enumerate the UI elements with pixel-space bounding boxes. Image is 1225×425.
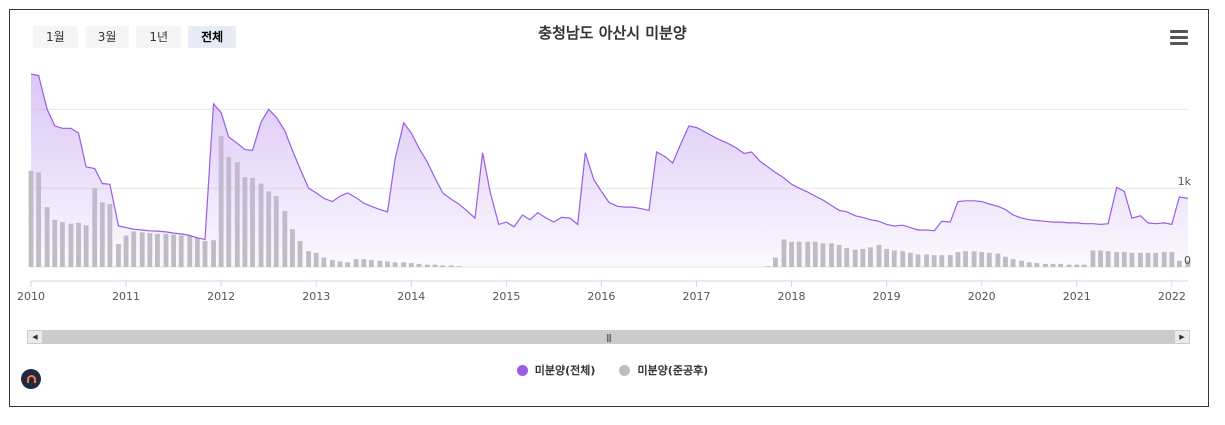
x-tick-label: 2016 bbox=[587, 290, 615, 303]
house-logo-icon[interactable] bbox=[21, 369, 41, 389]
legend-dot-total bbox=[516, 364, 528, 376]
scroll-thumb[interactable]: ||| bbox=[42, 331, 1175, 343]
scroll-right-arrow-icon[interactable]: ▶ bbox=[1175, 331, 1189, 343]
series-line-total bbox=[30, 73, 1189, 241]
legend-label-completed: 미분양(준공후) bbox=[637, 364, 709, 377]
hamburger-menu-icon[interactable] bbox=[1170, 30, 1188, 46]
legend-item-completed[interactable]: 미분양(준공후) bbox=[619, 362, 708, 378]
scroll-grip-icon: ||| bbox=[605, 333, 612, 342]
range-button-1m[interactable]: 1월 bbox=[33, 26, 78, 48]
x-tick-label: 2017 bbox=[682, 290, 710, 303]
range-button-1y[interactable]: 1년 bbox=[136, 26, 182, 48]
navigator-scrollbar[interactable]: ◀ ||| ▶ bbox=[27, 330, 1190, 344]
range-button-3m[interactable]: 3월 bbox=[84, 26, 130, 48]
series-area-total bbox=[31, 73, 1188, 268]
x-tick-label: 2010 bbox=[17, 290, 45, 303]
x-tick-label: 2014 bbox=[397, 290, 425, 303]
x-tick-label: 2020 bbox=[968, 290, 996, 303]
chart-title: 충청남도 아산시 미분양 bbox=[538, 24, 687, 42]
range-selector: 1월 3월 1년 전체 bbox=[33, 26, 237, 48]
y-tick-label: 0 bbox=[1184, 254, 1191, 267]
x-tick-label: 2022 bbox=[1158, 290, 1186, 303]
range-button-all[interactable]: 전체 bbox=[188, 26, 237, 48]
x-tick-label: 2021 bbox=[1063, 290, 1091, 303]
x-tick-label: 2013 bbox=[302, 290, 330, 303]
x-tick-label: 2012 bbox=[207, 290, 235, 303]
y-tick-label: 1k bbox=[1178, 175, 1192, 188]
legend-item-total[interactable]: 미분양(전체) bbox=[516, 362, 596, 378]
scroll-left-arrow-icon[interactable]: ◀ bbox=[28, 331, 42, 343]
x-tick-label: 2011 bbox=[112, 290, 140, 303]
x-tick-label: 2015 bbox=[492, 290, 520, 303]
legend-label-total: 미분양(전체) bbox=[534, 364, 596, 377]
legend-dot-completed bbox=[619, 364, 631, 376]
x-tick-label: 2019 bbox=[873, 290, 901, 303]
x-tick-label: 2018 bbox=[778, 290, 806, 303]
legend: 미분양(전체) 미분양(준공후) bbox=[0, 362, 1225, 378]
